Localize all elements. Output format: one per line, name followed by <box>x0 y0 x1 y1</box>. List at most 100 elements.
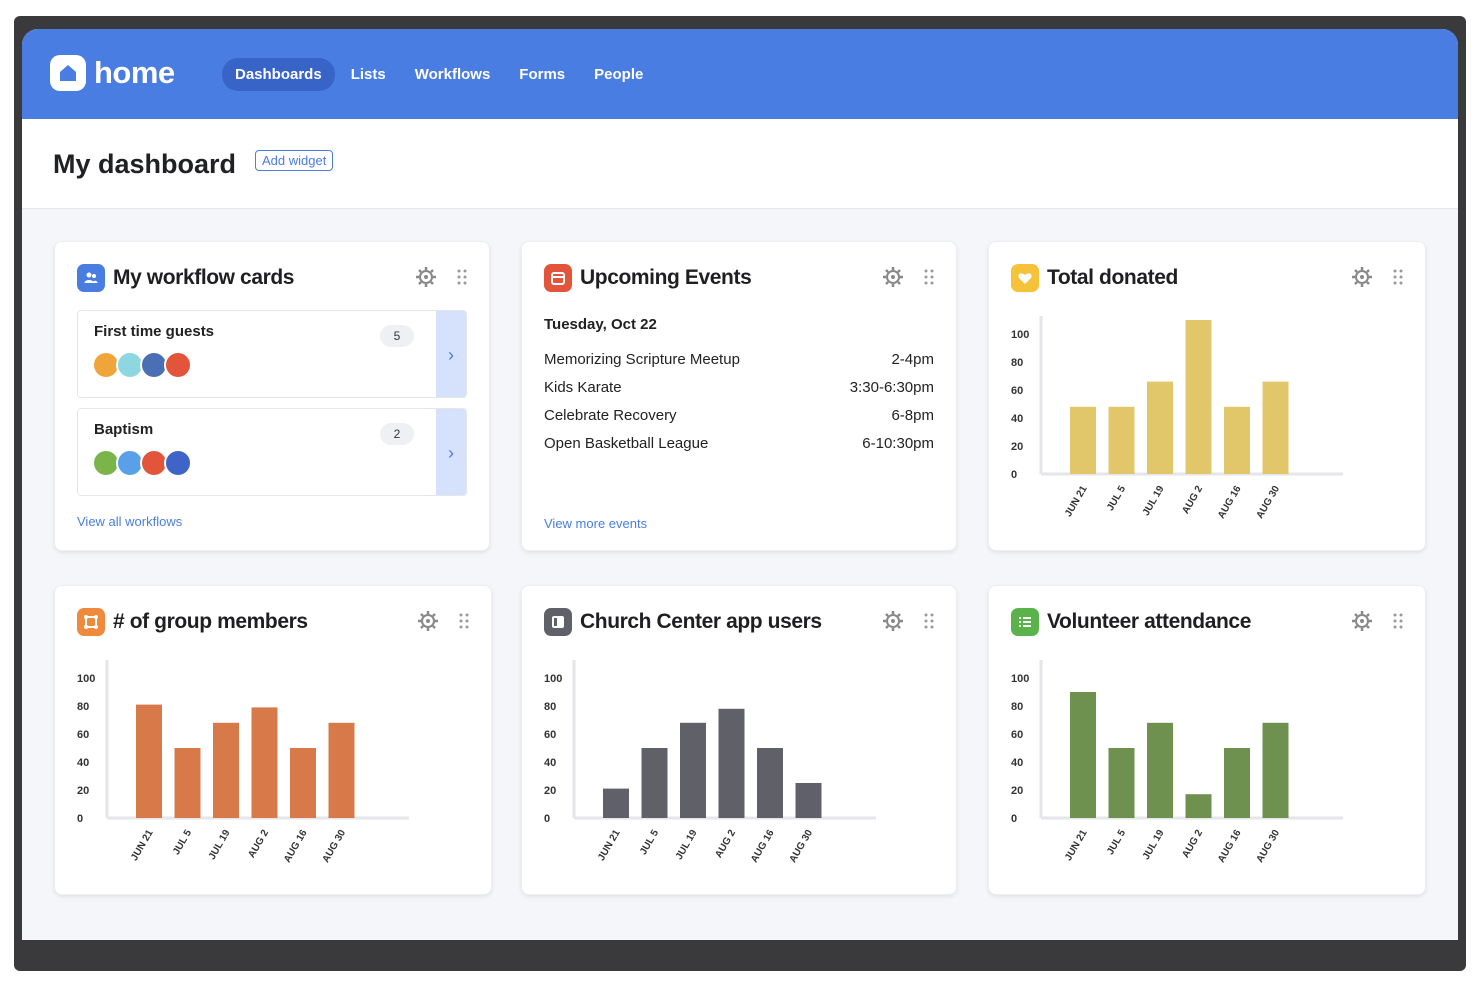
x-tick-label: AUG 30 <box>788 828 816 865</box>
home-logo[interactable]: home <box>50 55 175 91</box>
bar[interactable] <box>718 708 745 818</box>
x-tick-label: JUL 19 <box>1141 828 1167 862</box>
y-tick-label: 20 <box>77 785 89 797</box>
total-donated-widget: Total donated 0 20 40 60 80 100 JUN 21 JUL 5 JUL… <box>988 241 1426 551</box>
widget-title: # of group members <box>113 610 308 633</box>
bar[interactable] <box>641 748 668 818</box>
x-tick-label: AUG 16 <box>1216 484 1244 521</box>
nav-forms[interactable]: Forms <box>519 66 566 83</box>
bar[interactable] <box>174 748 201 818</box>
nav-workflows[interactable]: Workflows <box>414 66 491 83</box>
upcoming-events-widget: Upcoming Events Tuesday, Oct 22 Memorizi… <box>521 241 957 551</box>
avatar <box>164 449 192 477</box>
bar[interactable] <box>328 722 355 818</box>
x-tick-label: AUG 30 <box>321 828 349 865</box>
main-nav: Dashboards Lists Workflows Forms People <box>222 58 659 91</box>
drag-handle-icon[interactable] <box>457 612 471 630</box>
widget-title: My workflow cards <box>113 266 295 289</box>
bar[interactable] <box>290 748 316 818</box>
widget-title: Church Center app users <box>580 610 822 633</box>
bar[interactable] <box>1108 406 1135 474</box>
widget-title: Upcoming Events <box>580 266 752 289</box>
event-row[interactable]: Kids Karate 3:30-6:30pm <box>544 379 934 396</box>
x-tick-label: JUN 21 <box>1063 828 1090 863</box>
add-widget-button[interactable]: Add widget <box>255 150 334 171</box>
gear-icon[interactable] <box>882 266 904 288</box>
bar[interactable] <box>1070 406 1096 474</box>
y-tick-label: 20 <box>1011 441 1023 453</box>
y-tick-label: 0 <box>77 813 83 825</box>
workflow-count-badge: 2 <box>380 423 414 445</box>
nav-dashboards[interactable]: Dashboards <box>222 58 335 91</box>
nav-lists[interactable]: Lists <box>350 66 386 83</box>
x-tick-label: JUL 5 <box>1105 828 1128 857</box>
app-icon <box>544 608 572 636</box>
y-tick-label: 80 <box>1011 701 1023 713</box>
bar[interactable] <box>1147 722 1173 818</box>
workflow-cards-widget: My workflow cards First time guests 5 › … <box>54 241 490 551</box>
y-tick-label: 80 <box>1011 357 1023 369</box>
event-row[interactable]: Celebrate Recovery 6-8pm <box>544 407 934 424</box>
drag-handle-icon[interactable] <box>922 268 936 286</box>
bar[interactable] <box>1224 748 1250 818</box>
view-all-workflows-link[interactable]: View all workflows <box>77 514 183 529</box>
workflow-count-badge: 5 <box>380 325 414 347</box>
donations-bar-chart: 0 20 40 60 80 100 JUN 21 JUL 5 JUL 19 AUG 2 AUG 16… <box>1011 316 1343 521</box>
avatar <box>116 449 144 477</box>
volunteer-attendance-widget: Volunteer attendance 0 20 40 60 80 100 JUN 21 J… <box>988 585 1426 895</box>
bar[interactable] <box>1185 320 1212 474</box>
y-tick-label: 60 <box>77 729 89 741</box>
bar[interactable] <box>1185 794 1212 818</box>
events-date: Tuesday, Oct 22 <box>544 316 657 333</box>
workflow-card[interactable]: First time guests 5 › <box>77 310 467 398</box>
y-tick-label: 20 <box>544 785 556 797</box>
x-tick-label: AUG 16 <box>749 828 777 865</box>
y-tick-label: 100 <box>1011 673 1029 685</box>
bar[interactable] <box>251 707 278 818</box>
group-members-widget: # of group members 0 20 40 60 80 100 JUN 21 JUL… <box>54 585 492 895</box>
bar[interactable] <box>757 748 783 818</box>
bar[interactable] <box>136 704 162 818</box>
avatar <box>164 351 192 379</box>
event-name: Celebrate Recovery <box>544 407 677 424</box>
gear-icon[interactable] <box>1351 610 1373 632</box>
gear-icon[interactable] <box>1351 266 1373 288</box>
workflow-card[interactable]: Baptism 2 › <box>77 408 467 496</box>
y-tick-label: 100 <box>77 673 95 685</box>
bar[interactable] <box>795 783 822 818</box>
home-icon <box>50 55 86 91</box>
drag-handle-icon[interactable] <box>922 612 936 630</box>
avatar-group <box>92 351 192 379</box>
bar[interactable] <box>1262 381 1289 474</box>
bar[interactable] <box>1147 381 1173 474</box>
y-tick-label: 40 <box>1011 413 1023 425</box>
y-tick-label: 0 <box>1011 813 1017 825</box>
gear-icon[interactable] <box>417 610 439 632</box>
drag-handle-icon[interactable] <box>1391 612 1405 630</box>
drag-handle-icon[interactable] <box>455 268 469 286</box>
y-tick-label: 0 <box>544 813 550 825</box>
bar[interactable] <box>1108 748 1135 818</box>
view-more-events-link[interactable]: View more events <box>544 516 648 531</box>
bar[interactable] <box>1262 722 1289 818</box>
x-tick-label: AUG 2 <box>1180 828 1205 860</box>
nav-people[interactable]: People <box>594 66 644 83</box>
chevron-right-icon[interactable]: › <box>436 409 466 495</box>
chevron-right-icon[interactable]: › <box>436 311 466 397</box>
drag-handle-icon[interactable] <box>1391 268 1405 286</box>
event-row[interactable]: Memorizing Scripture Meetup 2-4pm <box>544 351 934 368</box>
x-tick-label: JUN 21 <box>596 828 623 863</box>
bar[interactable] <box>1070 692 1096 818</box>
x-tick-label: AUG 2 <box>713 828 738 860</box>
group-icon <box>77 608 105 636</box>
bar[interactable] <box>603 788 629 818</box>
event-row[interactable]: Open Basketball League 6-10:30pm <box>544 435 934 452</box>
calendar-icon <box>544 264 572 292</box>
workflow-name: Baptism <box>94 421 154 438</box>
gear-icon[interactable] <box>415 266 437 288</box>
bar[interactable] <box>213 722 239 818</box>
gear-icon[interactable] <box>882 610 904 632</box>
bar[interactable] <box>1224 406 1250 474</box>
x-tick-label: JUN 21 <box>129 828 156 863</box>
bar[interactable] <box>680 722 706 818</box>
